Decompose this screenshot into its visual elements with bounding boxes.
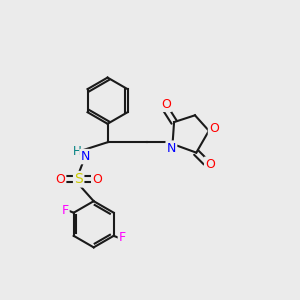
Text: N: N <box>167 142 176 155</box>
Text: F: F <box>61 204 68 218</box>
Text: N: N <box>80 150 90 163</box>
Text: H: H <box>73 145 82 158</box>
Text: F: F <box>119 231 126 244</box>
Text: O: O <box>205 158 215 171</box>
Text: S: S <box>74 172 83 186</box>
Text: O: O <box>55 173 65 186</box>
Text: O: O <box>161 98 171 111</box>
Text: O: O <box>209 122 219 135</box>
Text: O: O <box>92 173 102 186</box>
